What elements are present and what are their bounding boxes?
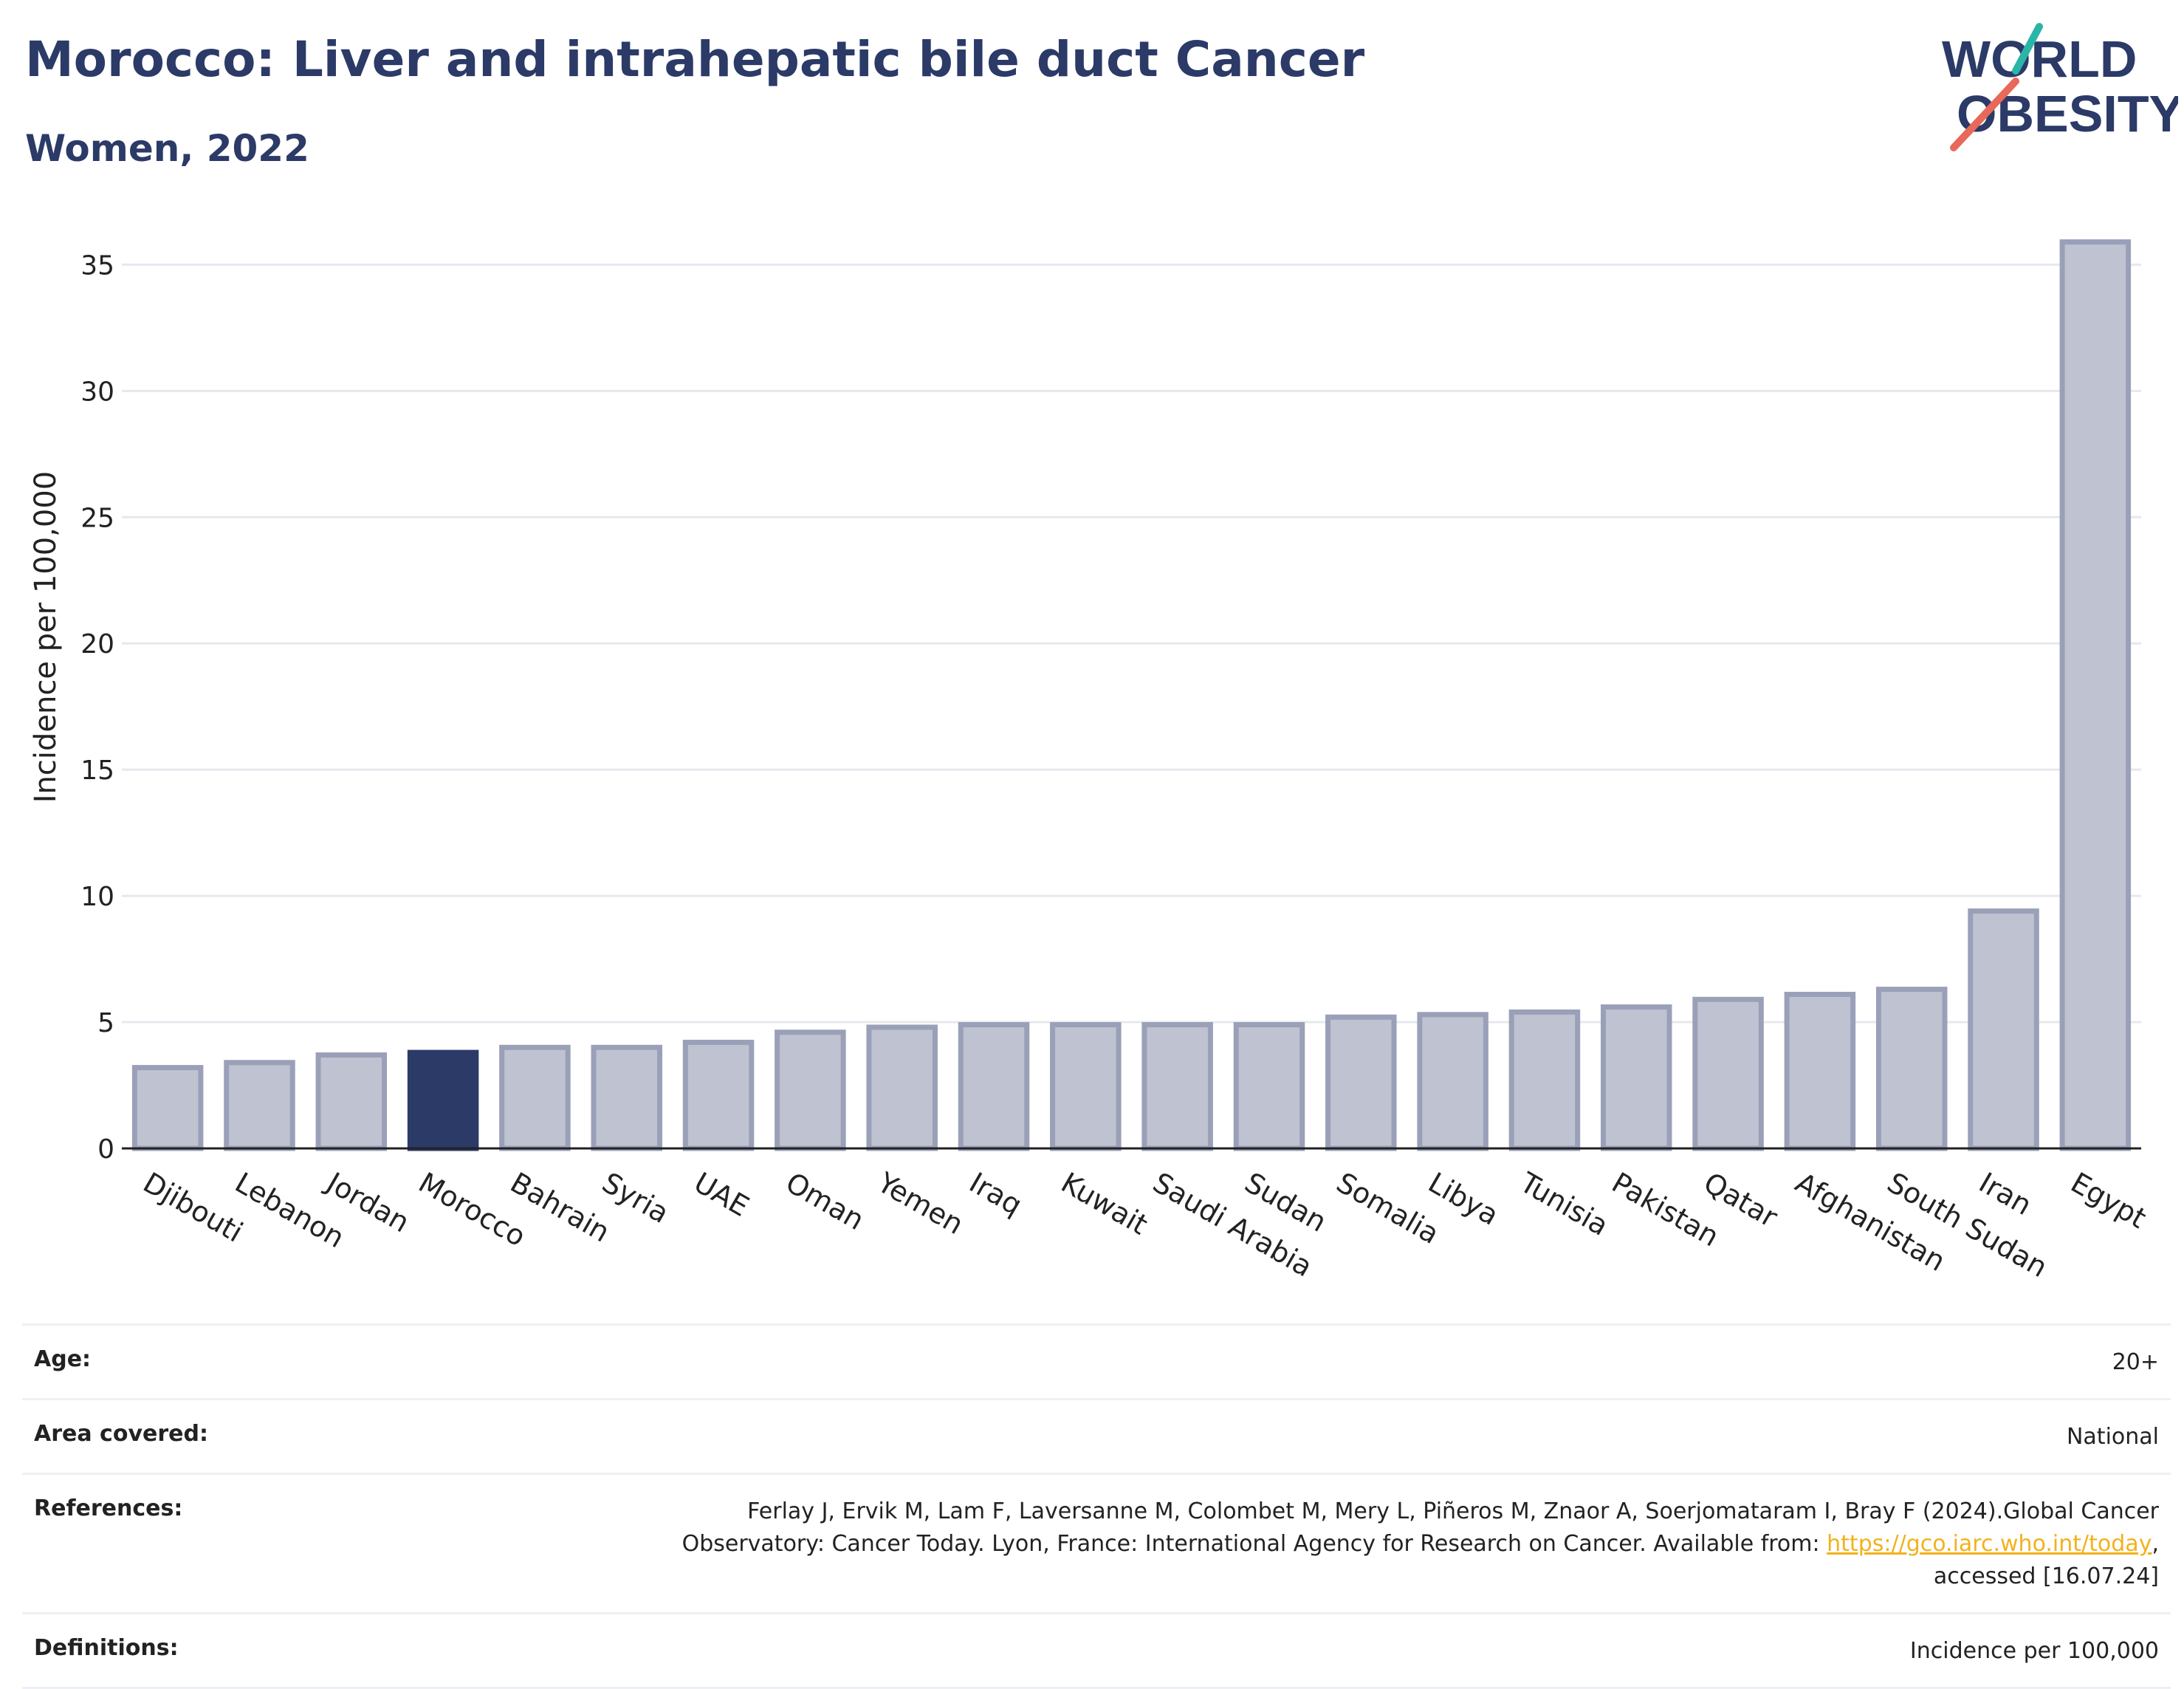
y-tick-label: 10 [80, 882, 114, 912]
bar-morocco [407, 1049, 479, 1151]
logo-line2: OBESITY [1957, 85, 2178, 143]
x-tick-label: Somalia [1331, 1166, 1445, 1250]
bar-somalia [1325, 1014, 1397, 1151]
logo-coral-stroke [1950, 78, 2019, 151]
y-tick-label: 25 [80, 503, 114, 533]
bar-egypt [2059, 239, 2132, 1151]
bar-libya [1417, 1012, 1488, 1151]
x-tick-label: Yemen [871, 1165, 969, 1241]
y-tick-label: 30 [80, 377, 114, 407]
bar-iran [1968, 908, 2039, 1151]
bar-lebanon [224, 1060, 295, 1151]
y-tick-label: 5 [97, 1008, 114, 1038]
bar-chart: 0 5 10 15 20 25 30 35 DjiboutiLebanonJordanMoro… [29, 239, 2152, 1284]
meta-age-value: 20+ [2112, 1349, 2159, 1375]
references-text-4: accessed [16.07.24] [1933, 1563, 2159, 1589]
meta-references-label: References: [34, 1496, 183, 1521]
x-tick-label: Tunisia [1514, 1165, 1614, 1242]
references-text-1: Ferlay J, Ervik M, Lam F, Laversanne M, … [747, 1498, 2159, 1524]
page-subtitle: Women, 2022 [25, 127, 309, 170]
y-axis-ticks: 0 5 10 15 20 25 30 35 [80, 250, 114, 1165]
metadata-table: Age: 20+ Area covered: National Referenc… [22, 1323, 2171, 1689]
grid-lines [122, 263, 2141, 1024]
meta-references-value: Ferlay J, Ervik M, Lam F, Laversanne M, … [682, 1496, 2159, 1593]
references-text-2: Observatory: Cancer Today. Lyon, France:… [681, 1531, 1827, 1557]
x-tick-label: Egypt [2065, 1166, 2152, 1235]
bar-saudi-arabia [1141, 1021, 1213, 1151]
logo-teal-stroke [2012, 23, 2043, 75]
meta-area-label: Area covered: [34, 1421, 208, 1447]
bar-syria [591, 1044, 663, 1151]
logo-line1: WORLD [1942, 30, 2137, 88]
bar-tunisia [1508, 1009, 1581, 1151]
x-tick-label: Djibouti [138, 1166, 249, 1249]
y-tick-label: 15 [80, 756, 114, 786]
bar-jordan [315, 1052, 388, 1151]
bar-sudan [1233, 1021, 1305, 1151]
meta-definitions-value: Incidence per 100,000 [1909, 1638, 2159, 1664]
x-axis-ticks: DjiboutiLebanonJordanMoroccoBahrainSyria… [138, 1165, 2152, 1284]
world-obesity-logo: WORLD OBESITY [1942, 23, 2178, 151]
bar-afghanistan [1784, 991, 1856, 1151]
meta-row-age: Age: 20+ [22, 1323, 2171, 1398]
bar-iraq [958, 1021, 1030, 1151]
y-axis-label: Incidence per 100,000 [29, 471, 63, 804]
x-tick-label: Oman [780, 1166, 870, 1236]
x-tick-label: Kuwait [1056, 1166, 1153, 1241]
bar-bahrain [499, 1044, 571, 1151]
bar-oman [775, 1029, 846, 1151]
meta-area-value: National [2066, 1424, 2159, 1450]
x-tick-label: Iran [1974, 1166, 2037, 1222]
page-title: Morocco: Liver and intrahepatic bile duc… [25, 31, 1365, 88]
meta-row-references: References: Ferlay J, Ervik M, Lam F, La… [22, 1473, 2171, 1612]
bar-kuwait [1050, 1021, 1122, 1151]
meta-age-label: Age: [34, 1346, 92, 1372]
bar-south-sudan [1875, 987, 1948, 1151]
x-tick-label: UAE [689, 1166, 755, 1223]
bar-uae [682, 1039, 755, 1151]
y-tick-label: 20 [80, 629, 114, 660]
bar-djibouti [131, 1065, 204, 1151]
references-text-3: , [2152, 1531, 2159, 1557]
y-tick-label: 0 [97, 1134, 114, 1165]
bars [131, 239, 2132, 1151]
bar-pakistan [1600, 1004, 1672, 1151]
bar-yemen [866, 1024, 938, 1151]
references-link[interactable]: https://gco.iarc.who.int/today [1827, 1531, 2152, 1557]
x-tick-label: Iraq [964, 1166, 1028, 1222]
meta-definitions-label: Definitions: [34, 1635, 179, 1661]
meta-row-definitions: Definitions: Incidence per 100,000 [22, 1612, 2171, 1689]
bar-qatar [1692, 996, 1764, 1151]
y-tick-label: 35 [80, 250, 114, 281]
meta-row-area: Area covered: National [22, 1398, 2171, 1473]
